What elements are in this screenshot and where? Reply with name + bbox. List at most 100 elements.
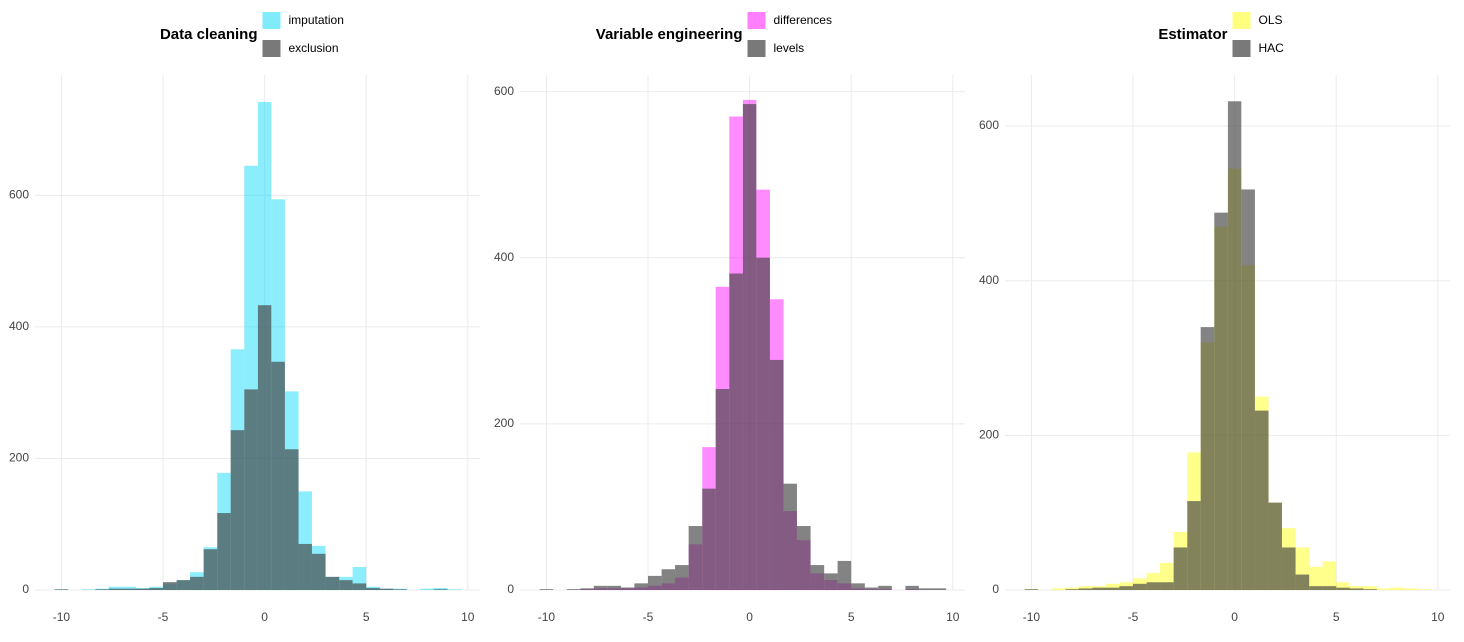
histogram-bar [95,589,109,590]
histogram-bar [851,583,865,590]
histogram-bar [271,361,285,590]
histogram-bar [217,513,231,590]
histogram-bar [81,589,96,590]
histogram-bar [1227,101,1242,590]
x-tick-label: 0 [746,610,753,624]
x-tick-label: 5 [363,610,370,624]
histogram-bar [108,586,123,590]
histogram-bar [190,576,204,590]
histogram-bar [1065,589,1079,590]
histogram-bar [1241,189,1255,590]
legend-label: exclusion [289,41,339,55]
histogram-bar [447,589,462,590]
histogram-bar [580,588,594,590]
y-tick-label: 400 [9,319,29,333]
histogram-bar [108,588,123,590]
histogram-bar [1024,589,1039,590]
histogram-bar [122,588,136,590]
histogram-bar [837,560,852,590]
histogram-bar [729,273,743,590]
legend-swatch [262,12,281,29]
legend-title: Estimator [1158,26,1227,43]
histogram-bar [1363,586,1377,590]
histogram-bar [284,449,299,590]
y-tick-label: 200 [979,428,999,442]
histogram-bar [1078,588,1093,590]
histogram-bar [1309,566,1323,590]
histogram-bar [433,589,448,590]
y-tick-label: 0 [22,582,29,596]
histogram-bar [1105,583,1120,590]
x-tick-label: -10 [538,610,556,624]
histogram-bar [620,587,635,590]
histogram-bar [593,585,608,590]
histogram-bar [769,359,784,590]
histogram-bar [661,569,676,590]
histogram-bar [607,585,621,590]
x-tick-label: -5 [1128,610,1139,624]
histogram-bar [796,526,811,590]
x-tick-label: 5 [848,610,855,624]
y-tick-label: 600 [494,84,514,98]
histogram-bar [122,586,136,590]
histogram-bar [742,104,757,591]
y-tick-label: 200 [494,416,514,430]
histogram-bar [1200,327,1215,590]
y-tick-label: 0 [507,582,514,596]
legend-label: levels [774,41,805,55]
histogram-bar [824,573,838,590]
histogram-bar [905,585,919,590]
histogram-bar [1173,547,1188,590]
y-tick-label: 400 [494,250,514,264]
x-tick-label: -5 [158,610,169,624]
histogram-bar [1133,583,1147,590]
histogram-bar [878,585,892,590]
y-tick-label: 200 [9,451,29,465]
histogram-bar [566,589,581,590]
histogram-bar [756,257,770,590]
histogram-bar [352,583,367,590]
histogram-bar [1390,587,1404,590]
histogram-bar [702,488,716,590]
histogram-bar [393,589,407,590]
histogram-bar [366,588,380,590]
histogram-bar [1322,561,1337,590]
x-tick-label: -10 [1023,610,1041,624]
legend-title: Variable engineering [596,26,743,43]
histogram-bar [1214,212,1228,590]
histogram-bar [257,305,272,590]
y-tick-label: 0 [992,582,999,596]
histogram-bar [54,589,69,590]
histogram-bar [1349,588,1364,590]
x-tick-label: -10 [53,610,71,624]
histogram-bar [1309,586,1323,590]
histogram-bar [433,588,448,590]
y-tick-label: 400 [979,273,999,287]
histogram-bar [1254,410,1269,590]
legend-swatch [747,40,766,57]
histogram-bar [1322,586,1337,590]
histogram-bar [1281,547,1296,590]
x-tick-label: 0 [261,610,268,624]
legend-title: Data cleaning [160,26,258,43]
histogram-bar [325,576,340,590]
histogram-bar [675,565,689,590]
histogram-bar [648,575,662,590]
histogram-bar [1065,587,1079,590]
histogram-bar [149,588,164,590]
histogram-bar [135,588,150,590]
histogram-bar [203,549,218,590]
x-tick-label: 10 [461,610,475,624]
x-tick-label: 10 [1431,610,1445,624]
histogram-bar [1295,574,1310,590]
histogram-bar [311,553,326,590]
legend-label: differences [774,13,832,27]
legend-label: imputation [289,13,344,27]
y-tick-label: 600 [979,118,999,132]
histogram-bar [339,580,353,590]
x-tick-label: 5 [1333,610,1340,624]
x-tick-label: 0 [1231,610,1238,624]
histogram-bar [1092,587,1106,590]
histogram-bar [230,430,245,590]
